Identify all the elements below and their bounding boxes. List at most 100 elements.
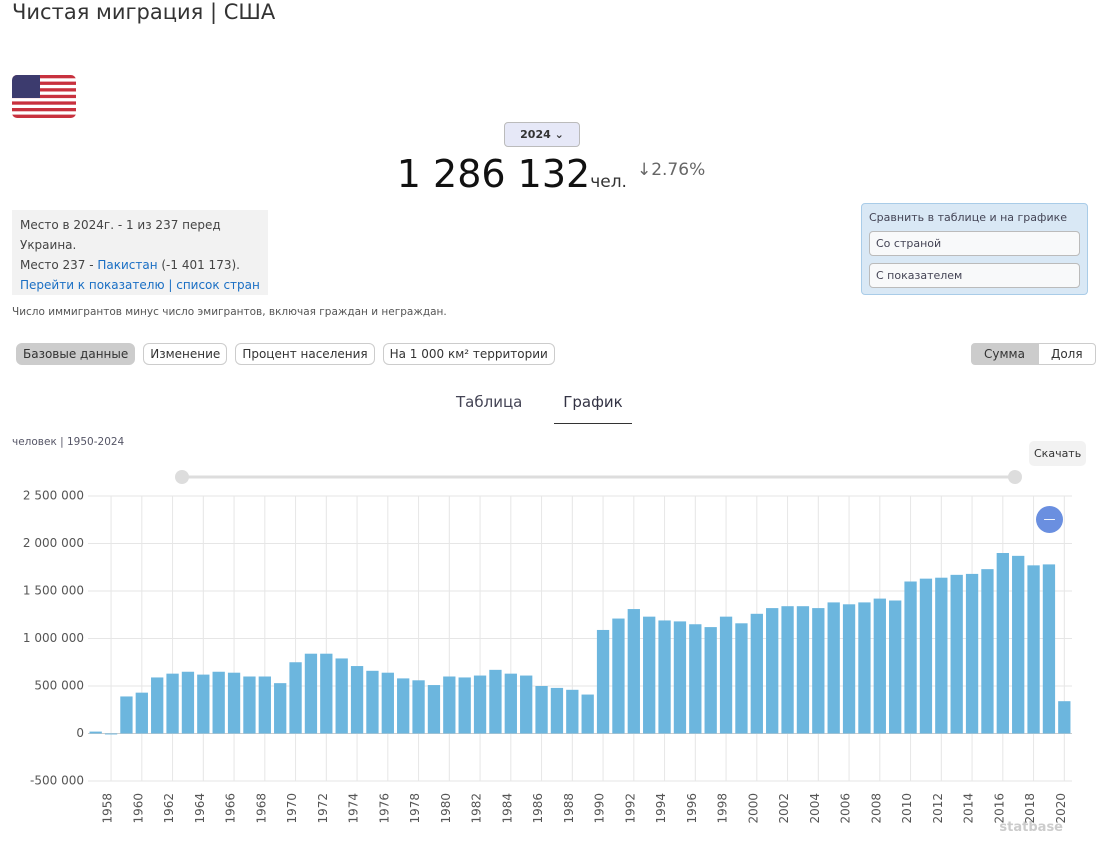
x-tick-label: 1972 bbox=[316, 793, 330, 824]
bar bbox=[596, 629, 610, 734]
bar bbox=[1042, 564, 1056, 734]
bar bbox=[658, 620, 671, 734]
x-tick-label: 1986 bbox=[531, 793, 545, 824]
bar bbox=[981, 569, 994, 734]
bar bbox=[581, 694, 594, 734]
description: Число иммигрантов минус число эмигрантов… bbox=[12, 306, 447, 318]
bar bbox=[735, 623, 748, 734]
bar bbox=[473, 675, 487, 734]
y-tick-label: -500 000 bbox=[30, 774, 84, 788]
bar bbox=[520, 675, 533, 734]
bar bbox=[750, 613, 763, 734]
y-tick-label: 1 000 000 bbox=[23, 631, 84, 645]
x-tick-label: 1960 bbox=[131, 793, 145, 824]
slider-handle[interactable] bbox=[175, 470, 189, 484]
link[interactable]: Перейти к показателю bbox=[20, 278, 165, 292]
bar bbox=[858, 602, 871, 734]
watermark: statbase bbox=[999, 820, 1063, 835]
bar bbox=[873, 598, 886, 734]
bar bbox=[197, 674, 210, 734]
compare-title: Сравнить в таблице и на графике bbox=[869, 211, 1067, 224]
x-tick-label: 2002 bbox=[777, 793, 791, 824]
bar bbox=[1027, 565, 1040, 734]
link[interactable]: список стран bbox=[176, 278, 260, 292]
bar bbox=[397, 678, 410, 734]
x-tick-label: 2018 bbox=[1023, 793, 1037, 824]
select-text: Со страной bbox=[876, 237, 942, 250]
bar bbox=[412, 680, 425, 734]
x-tick-label: 2004 bbox=[808, 793, 822, 824]
x-tick-label: 1974 bbox=[347, 793, 361, 824]
link[interactable]: Пакистан bbox=[97, 258, 158, 272]
x-tick-label: 1964 bbox=[193, 793, 207, 824]
bar bbox=[258, 676, 271, 734]
flag bbox=[12, 75, 76, 118]
x-tick-label: 1962 bbox=[162, 793, 176, 824]
bar bbox=[704, 627, 717, 734]
bar bbox=[643, 616, 656, 734]
x-tick-label: 1970 bbox=[285, 793, 299, 824]
bar bbox=[489, 669, 502, 734]
bar bbox=[796, 606, 810, 734]
select[interactable]: Со страной bbox=[869, 231, 1080, 256]
y-tick-label: 2 500 000 bbox=[23, 489, 84, 503]
filters: Базовые данные Изменение Процент населен… bbox=[16, 343, 555, 365]
tab[interactable]: График bbox=[554, 393, 632, 424]
bar bbox=[335, 658, 348, 734]
bar bbox=[320, 653, 333, 734]
headline: 1 286 132 чел. ↓2.76% bbox=[0, 152, 1102, 196]
bar bbox=[289, 662, 302, 734]
bar bbox=[151, 677, 164, 734]
x-tick-label: 1978 bbox=[408, 793, 422, 824]
x-tick-label: 1992 bbox=[623, 793, 637, 824]
bar bbox=[458, 677, 471, 734]
bar bbox=[89, 731, 102, 734]
filter-button[interactable]: На 1 000 км² территории bbox=[382, 343, 555, 365]
select-text: С показателем bbox=[876, 269, 963, 282]
download-button[interactable]: Скачать bbox=[1029, 441, 1087, 466]
filter-button[interactable]: Базовые данные bbox=[16, 343, 136, 365]
x-tick-label: 1976 bbox=[377, 793, 391, 824]
select[interactable]: С показателем bbox=[869, 263, 1080, 288]
bar bbox=[612, 618, 625, 734]
zoom-button[interactable]: — bbox=[1036, 506, 1063, 533]
bar bbox=[227, 672, 241, 734]
y-tick-label: 0 bbox=[76, 726, 84, 740]
bar bbox=[243, 676, 256, 734]
x-tick-label: 2008 bbox=[869, 793, 883, 824]
y-tick-label: 1 500 000 bbox=[23, 584, 84, 598]
x-tick-label: 1982 bbox=[470, 793, 484, 824]
bar bbox=[350, 666, 364, 734]
main-value: 1 286 132 bbox=[396, 152, 591, 196]
bar bbox=[719, 616, 733, 734]
toggle: Сумма Доля bbox=[971, 343, 1096, 365]
bar bbox=[689, 624, 702, 734]
x-tick-label: 1958 bbox=[101, 793, 115, 824]
year-select[interactable]: 2024 ⌄ bbox=[504, 122, 580, 147]
bar bbox=[274, 683, 287, 734]
bar bbox=[842, 604, 856, 734]
change: ↓2.76% bbox=[636, 160, 706, 180]
tab[interactable]: Таблица bbox=[456, 393, 523, 411]
bar bbox=[781, 606, 794, 734]
filter-button[interactable]: Процент населения bbox=[235, 343, 375, 365]
y-tick-label: 2 000 000 bbox=[23, 536, 84, 550]
filter-button[interactable]: Изменение bbox=[143, 343, 228, 365]
links: Перейти к показателю | список стран bbox=[20, 275, 260, 295]
slider-handle[interactable] bbox=[1008, 470, 1022, 484]
bar bbox=[889, 600, 902, 734]
toggle-button[interactable]: Доля bbox=[1037, 343, 1096, 365]
toggle-button[interactable]: Сумма bbox=[971, 343, 1038, 365]
x-tick-label: 2014 bbox=[962, 793, 976, 824]
bar bbox=[212, 671, 225, 734]
bar bbox=[827, 602, 840, 734]
bar bbox=[304, 653, 318, 734]
unit: чел. bbox=[590, 172, 627, 192]
bar bbox=[812, 608, 825, 734]
bar bbox=[1012, 555, 1025, 734]
x-tick-label: 1988 bbox=[562, 793, 576, 824]
bar bbox=[166, 673, 179, 734]
bar bbox=[996, 553, 1009, 734]
bar bbox=[566, 689, 579, 734]
bar bbox=[443, 676, 456, 734]
